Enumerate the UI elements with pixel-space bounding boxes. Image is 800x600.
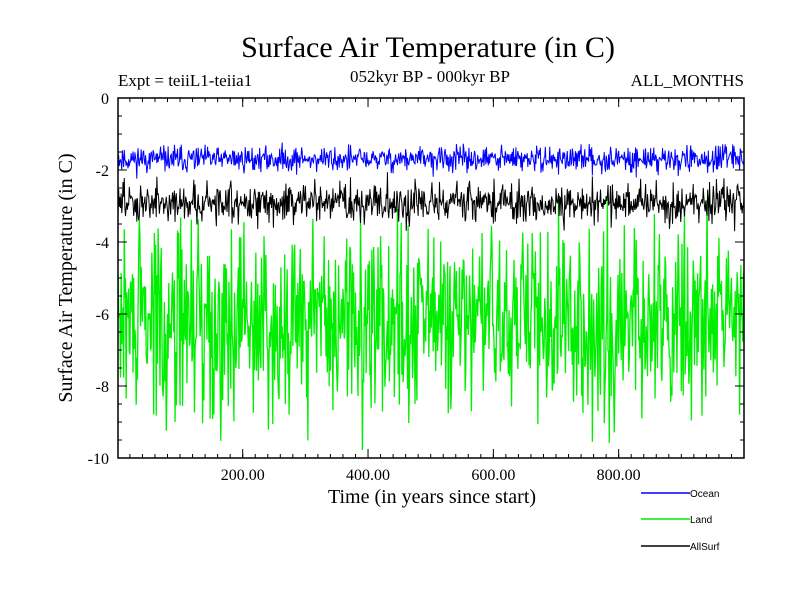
y-tick-label: -4 xyxy=(96,235,109,252)
x-axis-label: Time (in years since start) xyxy=(328,486,536,508)
x-axis: 200.00 400.00 600.00 800.00 xyxy=(129,98,732,484)
x-tick-label: 600.00 xyxy=(471,467,515,484)
x-tick-label: 800.00 xyxy=(597,467,641,484)
series-line-allsurf xyxy=(117,172,745,232)
legend: Ocean Land AllSurf xyxy=(641,489,720,553)
chart-left-note: Expt = teiiL1-teiia1 xyxy=(118,71,252,90)
y-tick-label: -6 xyxy=(96,307,109,324)
chart-subtitle: 052kyr BP - 000kyr BP xyxy=(350,67,510,86)
y-tick-label: 0 xyxy=(101,91,109,108)
y-tick-label: -2 xyxy=(96,163,109,180)
series-layer xyxy=(117,142,745,451)
legend-label-allsurf: AllSurf xyxy=(690,542,720,553)
legend-label-ocean: Ocean xyxy=(690,489,719,500)
legend-label-land: Land xyxy=(690,515,712,526)
series-line-ocean xyxy=(117,142,745,179)
y-tick-label: -8 xyxy=(96,379,109,396)
x-tick-label: 400.00 xyxy=(346,467,390,484)
series-line-land xyxy=(117,195,745,451)
x-tick-label: 200.00 xyxy=(221,467,265,484)
y-axis-label: Surface Air Temperature (in C) xyxy=(55,153,77,402)
y-tick-label: -10 xyxy=(88,451,109,468)
y-axis: 0 -2 -4 -6 -8 -10 xyxy=(88,91,744,468)
chart-right-note: ALL_MONTHS xyxy=(631,71,744,90)
chart-title: Surface Air Temperature (in C) xyxy=(241,31,615,64)
